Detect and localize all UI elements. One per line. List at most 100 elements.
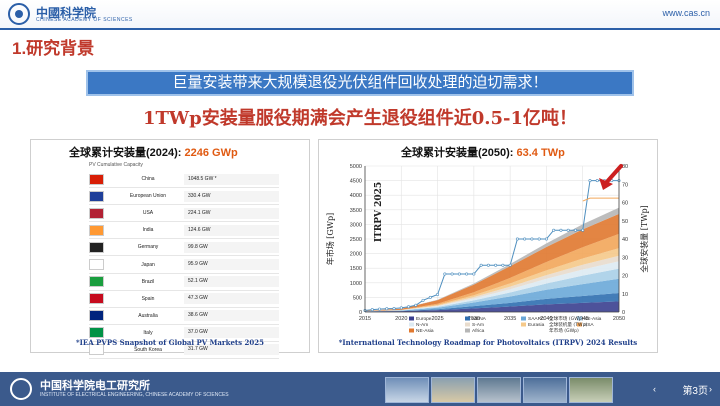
prev-page-icon[interactable]: ‹	[653, 384, 656, 394]
annual-market-point	[588, 179, 592, 183]
x-tick-label: 2030	[468, 316, 480, 322]
annual-market-point	[436, 292, 440, 296]
legend-swatch	[465, 328, 470, 333]
legend-label: SE-Asia	[584, 316, 602, 322]
annual-market-point	[559, 228, 563, 232]
capacity-value: 52.1 GW	[188, 278, 208, 285]
capacity-row: Italy 37.0 GW	[89, 325, 279, 342]
country-name: China	[141, 176, 155, 183]
annual-market-point	[392, 306, 396, 310]
annual-market-point	[523, 237, 527, 241]
area-series-europe	[365, 301, 619, 312]
capacity-value-cell: 99.8 GW	[184, 241, 279, 253]
banner-text: 巨量安装带来大规模退役光伏组件回收处理的迫切需求！	[86, 70, 634, 96]
capacity-table: China 1048.5 GW * European Union 330.4 GW US…	[89, 171, 279, 360]
annual-market-point	[472, 272, 476, 276]
capacity-value-cell: 47.3 GW	[184, 293, 279, 305]
y-tick-left-label: 2500	[350, 237, 362, 243]
y-tick-right-label: 60	[622, 201, 628, 207]
capacity-value: 124.6 GW	[188, 226, 211, 233]
headline: 1TWp安装量服役期满会产生退役组件近0.5-1亿吨！	[142, 108, 578, 129]
y-tick-left-label: 3000	[350, 222, 362, 228]
footer-thumbnail-4	[523, 377, 567, 403]
legend-label: NE-Asia	[416, 328, 434, 334]
capacity-row: Brazil 52.1 GW	[89, 274, 279, 291]
next-page-icon[interactable]: ›	[709, 384, 712, 394]
itrpv-chart: 0500100015002000250030003500400045005000…	[325, 164, 649, 334]
capacity-row: Japan 95.9 GW	[89, 256, 279, 274]
country-name: Spain	[141, 295, 155, 302]
y-axis-right-title: 全球安装量 [TWp]	[639, 205, 649, 272]
x-tick-label: 2040	[540, 316, 552, 322]
legend-swatch	[409, 316, 414, 321]
legend-extra-label: 全球装机量 (TWp)	[549, 321, 587, 328]
legend-label: N-Am	[416, 322, 428, 328]
annual-market-point	[378, 307, 382, 311]
right-panel-capacity-2050: 全球累计安装量(2050): 63.4 TWp 0 500 1000 1500 2000…	[318, 139, 658, 353]
footer-thumbnail-2	[431, 377, 475, 403]
annual-market-point	[370, 308, 374, 312]
legend-label: Africa	[472, 328, 485, 334]
y-tick-left-label: 4000	[350, 193, 362, 199]
y-tick-right-label: 50	[622, 219, 628, 225]
country-flag-icon	[89, 327, 104, 339]
capacity-row: South Korea 31.7 GW	[89, 342, 279, 360]
legend-swatch	[577, 316, 582, 321]
left-title-prefix: 全球累计安装量(2024):	[69, 147, 185, 159]
capacity-value-cell: 124.6 GW	[184, 224, 279, 236]
country-name: European Union	[129, 193, 167, 200]
legend-label: Eurasia	[528, 322, 545, 328]
y-tick-right-label: 40	[622, 237, 628, 243]
annual-market-point	[457, 272, 461, 276]
y-tick-right-label: 20	[622, 274, 628, 280]
country-name: Brazil	[141, 278, 155, 285]
legend-label: S-Am	[472, 322, 484, 328]
annual-market-point	[501, 263, 505, 267]
capacity-value: 37.0 GW	[188, 329, 208, 336]
cas-logo-icon	[8, 3, 30, 25]
capacity-value: 31.7 GW	[188, 346, 208, 353]
capacity-value-cell: 224.1 GW	[184, 207, 279, 219]
capacity-value-cell: 38.6 GW	[184, 310, 279, 322]
annual-market-point	[443, 272, 447, 276]
country-flag-icon	[89, 190, 104, 202]
right-title-prefix: 全球累计安装量(2050):	[401, 147, 517, 159]
annual-market-point	[428, 295, 432, 299]
capacity-value: 1048.5 GW *	[188, 175, 217, 182]
country-flag-icon	[89, 224, 104, 236]
y-tick-left-label: 0	[359, 310, 362, 316]
capacity-row: China 1048.5 GW *	[89, 171, 279, 189]
country-flag-icon	[89, 276, 104, 288]
site-url-link[interactable]: www.cas.cn	[662, 8, 710, 18]
left-title-value: 2246 GWp	[184, 147, 238, 159]
capacity-row: Australia 38.6 GW	[89, 308, 279, 325]
capacity-row: Spain 47.3 GW	[89, 291, 279, 308]
legend-swatch	[465, 322, 470, 327]
red-arrow-icon	[603, 164, 623, 186]
y-tick-left-label: 500	[353, 295, 362, 301]
footer-org-en: INSTITUTE OF ELECTRICAL ENGINEERING, CHI…	[40, 392, 229, 398]
area-series-mena	[365, 293, 619, 312]
country-flag-icon	[89, 207, 104, 219]
y-tick-right-label: 70	[622, 182, 628, 188]
annual-market-point	[573, 228, 577, 232]
legend-extra-label: 年市场 (GWp)	[549, 327, 579, 334]
country-flag-icon	[89, 344, 104, 356]
capacity-value: 47.3 GW	[188, 295, 208, 302]
annual-market-point	[385, 307, 389, 311]
x-tick-label: 2025	[431, 316, 443, 322]
footer-thumbnail-1	[385, 377, 429, 403]
legend-label: MENA	[472, 316, 487, 322]
annual-market-point	[407, 305, 411, 309]
annual-market-point	[479, 263, 483, 267]
capacity-value-cell: 1048.5 GW *	[184, 173, 279, 185]
annual-market-point	[465, 272, 469, 276]
legend-extra-label: 全球市场 (GWp)	[549, 315, 584, 322]
area-series-saarc	[365, 278, 619, 312]
capacity-row: Germany 99.8 GW	[89, 239, 279, 257]
x-tick-label: 2045	[577, 316, 589, 322]
country-name: India	[142, 227, 154, 234]
country-name: Italy	[143, 329, 153, 336]
annual-market-point	[421, 298, 425, 302]
capacity-value: 330.4 GW	[188, 192, 211, 199]
